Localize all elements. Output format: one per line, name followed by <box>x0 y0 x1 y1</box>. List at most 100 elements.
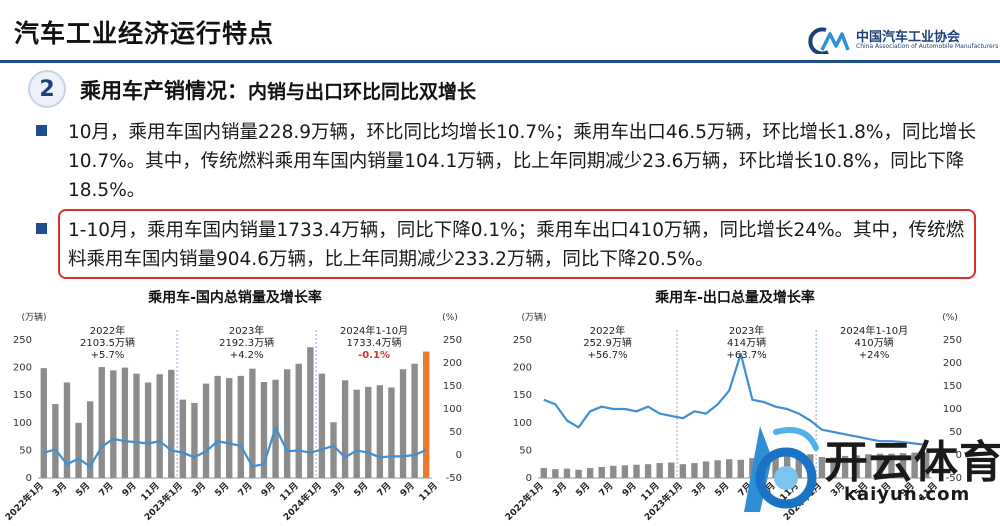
bar <box>911 452 918 478</box>
bar <box>133 373 140 478</box>
bullet-square-icon <box>36 125 47 136</box>
bar <box>865 454 872 478</box>
watermark-logo-icon <box>744 426 819 512</box>
bar <box>63 382 71 478</box>
y2-tick-label: 250 <box>943 335 962 346</box>
watermark: 开云体育 kaiyun.com <box>720 418 1000 526</box>
annotation-value: 414万辆 <box>727 336 766 349</box>
y2-tick-label: 50 <box>449 427 462 438</box>
x-tick-label: 5月 <box>213 480 232 499</box>
bar <box>853 455 860 478</box>
bar <box>318 373 326 478</box>
bar <box>168 369 175 478</box>
y-tick-label: 150 <box>13 390 32 401</box>
bar <box>179 399 187 478</box>
y2-tick-label: 200 <box>943 358 962 369</box>
bar <box>353 389 360 478</box>
logo-en-text: China Association of Automobile Manufact… <box>856 43 999 50</box>
bar <box>226 378 233 478</box>
bar <box>610 465 617 478</box>
x-tick-label: 5月 <box>574 480 593 499</box>
section-title: 乘用车产销情况：内销与出口环比同比双增长 <box>80 75 476 105</box>
y2-tick-label: -50 <box>946 473 962 484</box>
annotation-label: 2023年 <box>229 324 264 337</box>
bar <box>540 468 547 478</box>
bar <box>726 459 733 478</box>
annotation-growth: +24% <box>859 350 890 361</box>
x-tick-label: 7月 <box>597 480 616 499</box>
highlight-box <box>58 209 976 279</box>
chart-title: 乘用车-出口总量及增长率 <box>654 289 815 306</box>
bar <box>737 459 744 478</box>
bullet-text: 1-10月，乘用车国内销量1733.4万辆，同比下降0.1%；乘用车出口410万… <box>68 220 965 270</box>
bar <box>214 375 221 478</box>
y-tick-label: 100 <box>13 418 32 429</box>
bar <box>144 382 152 478</box>
x-tick-label: 9月 <box>259 480 278 499</box>
x-tick-label: 2022年1月 <box>3 480 46 523</box>
bar <box>156 374 163 478</box>
bar <box>830 457 837 478</box>
bar <box>563 468 571 478</box>
y-tick-label: 50 <box>19 445 32 456</box>
x-tick-label: 2022年1月 <box>503 480 546 523</box>
left-axis-unit: (万辆) <box>521 311 546 323</box>
caam-logo-icon <box>808 27 850 54</box>
bar <box>656 463 663 478</box>
y2-tick-label: 150 <box>443 381 462 392</box>
bar <box>795 454 802 478</box>
x-tick-label: 9月 <box>398 480 417 499</box>
y-tick-label: 200 <box>13 363 32 374</box>
bar <box>52 404 59 478</box>
x-tick-label: 7月 <box>97 480 116 499</box>
bar <box>40 368 47 478</box>
y2-tick-label: 250 <box>443 335 462 346</box>
bar <box>237 375 244 478</box>
logo-cn-text: 中国汽车工业协会 <box>856 30 961 45</box>
y-tick-label: 0 <box>26 473 32 484</box>
chart-title: 乘用车-国内总销量及增长率 <box>147 289 322 306</box>
annotation-value: 1733.4万辆 <box>347 336 402 349</box>
y-tick-label: 100 <box>513 418 532 429</box>
x-tick-label: 3月 <box>190 480 209 499</box>
watermark-brand: 开云体育 <box>824 437 1000 488</box>
bar <box>621 465 629 478</box>
y2-tick-label: 100 <box>443 404 462 415</box>
bar <box>598 466 605 478</box>
bar <box>818 457 826 478</box>
bar <box>876 453 884 478</box>
annotation-label: 2022年 <box>590 324 625 337</box>
bar <box>644 464 652 478</box>
bar <box>75 422 82 478</box>
growth-line <box>43 426 427 468</box>
bar <box>772 457 779 478</box>
bar <box>330 422 337 478</box>
bar <box>283 369 291 478</box>
section-subtitle: 内销与出口环比同比双增长 <box>248 81 477 103</box>
annotation-growth: +63.7% <box>727 350 767 361</box>
bar <box>202 383 210 478</box>
bar <box>679 464 687 478</box>
x-tick-label: 3月 <box>690 480 709 499</box>
bullet-text: 10月，乘用车国内销量228.9万辆，环比同比均增长10.7%；乘用车出口46.… <box>68 122 976 201</box>
bar <box>714 460 721 478</box>
section-heading: 2 乘用车产销情况：内销与出口环比同比双增长 <box>28 70 588 108</box>
x-tick-label: 7月 <box>375 480 394 499</box>
section-number: 2 <box>28 70 66 108</box>
bar <box>668 462 675 478</box>
bar <box>307 347 314 478</box>
bar <box>110 370 117 478</box>
bar <box>691 463 698 478</box>
export-sales-chart: 乘用车-出口总量及增长率 (万辆) (%) 0 50 100 150 200 250 -50 0 50… <box>503 289 962 523</box>
x-tick-label: 9月 <box>120 480 139 499</box>
bar <box>341 380 349 478</box>
domestic-sales-chart: 乘用车-国内总销量及增长率 (万辆) (%) 0 50 100 150 200 250 -50 0 5… <box>3 289 462 523</box>
bar <box>376 385 384 478</box>
x-tick-label: 3月 <box>551 480 570 499</box>
watermark-url: kaiyun.com <box>844 484 971 505</box>
caam-logo: 中国汽车工业协会 China Association of Automobile… <box>806 24 998 56</box>
y-tick-label: 250 <box>13 335 32 346</box>
y-tick-label: 50 <box>519 445 532 456</box>
bar <box>899 453 907 478</box>
annotation-label: 2024年1-10月 <box>840 324 908 337</box>
